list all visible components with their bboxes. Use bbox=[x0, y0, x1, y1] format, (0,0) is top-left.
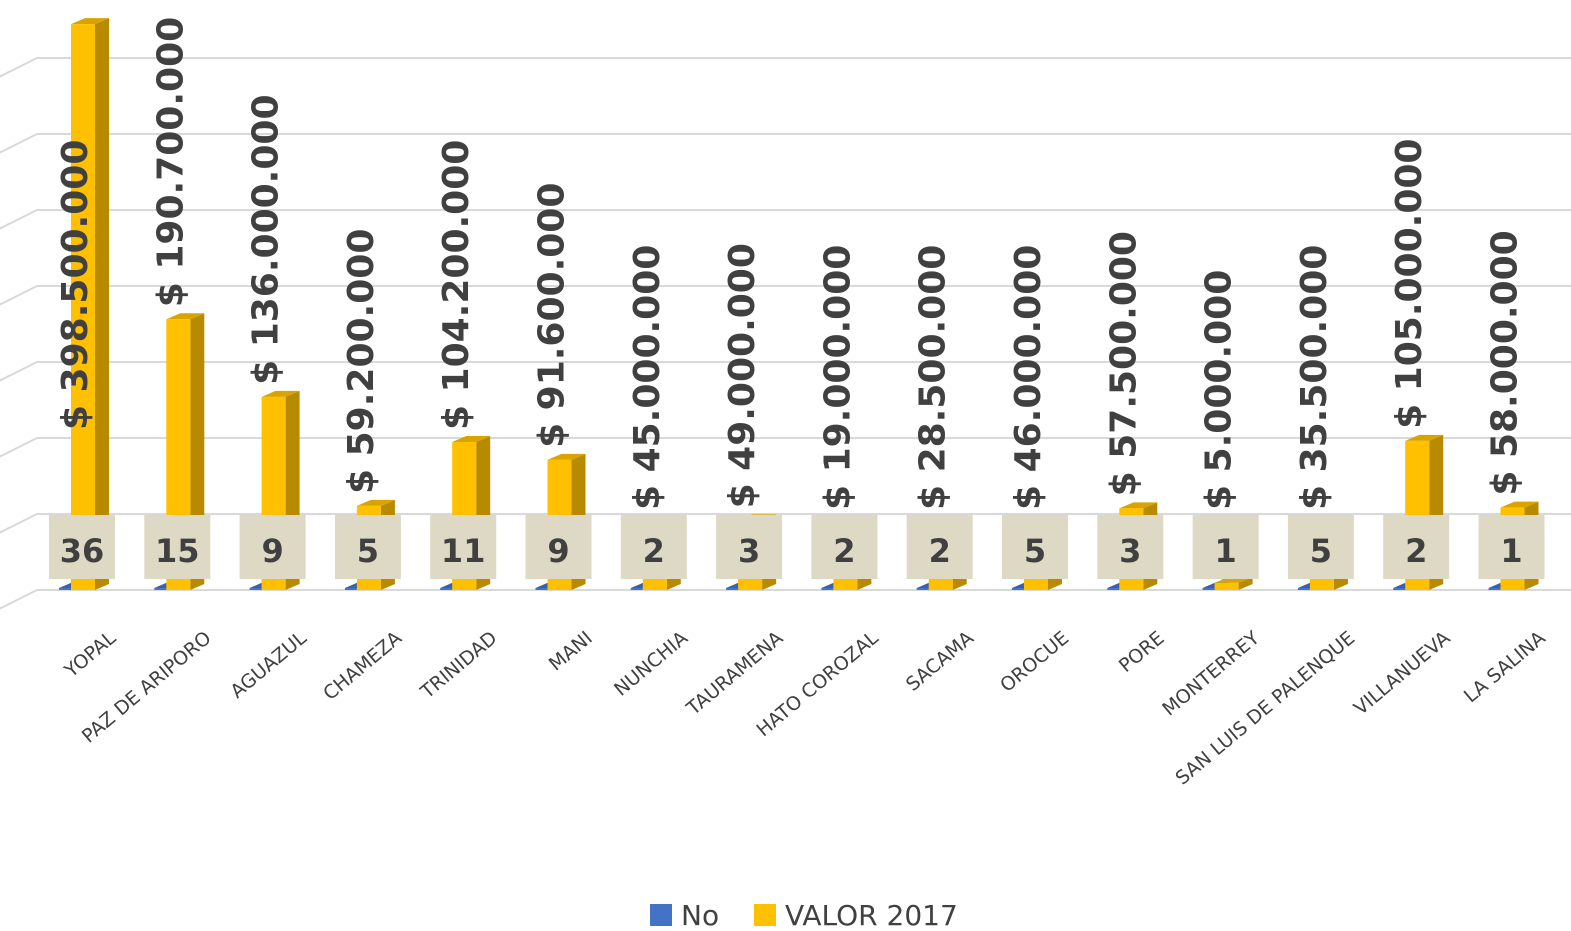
value-label: $ 398.500.000 bbox=[55, 140, 96, 430]
category-label: SAN LUIS DE PALENQUE bbox=[1171, 627, 1359, 789]
value-label: $ 58.000.000 bbox=[1485, 230, 1526, 495]
count-label: 15 bbox=[155, 532, 200, 570]
count-label: 5 bbox=[1310, 532, 1332, 570]
count-label-box bbox=[525, 515, 592, 579]
count-label: 1 bbox=[1500, 532, 1522, 570]
category-label: LA SALINA bbox=[1460, 627, 1550, 707]
count-label: 2 bbox=[929, 532, 951, 570]
gridline bbox=[0, 57, 38, 78]
gridline bbox=[0, 437, 38, 458]
bar-valor-2017 bbox=[71, 18, 109, 590]
count-labels: 36 15 9 5 11 9 2 3 2 2 5 3 1 5 2 1 bbox=[49, 515, 1545, 579]
value-label: $ 49.000.000 bbox=[722, 243, 763, 508]
gridline bbox=[0, 361, 38, 382]
count-label: 9 bbox=[547, 532, 569, 570]
count-label-box bbox=[49, 515, 115, 579]
value-label: $ 91.600.000 bbox=[532, 183, 573, 448]
count-label-box bbox=[811, 515, 878, 579]
count-label-box bbox=[1002, 515, 1068, 579]
category-label: YOPAL bbox=[60, 627, 121, 683]
value-label: $ 57.500.000 bbox=[1103, 231, 1144, 496]
category-label: TAURAMENA bbox=[682, 627, 787, 720]
category-label: TRINIDAD bbox=[416, 627, 502, 704]
value-label: $ 104.200.000 bbox=[436, 140, 477, 430]
category-label: AGUAZUL bbox=[226, 627, 311, 703]
count-label: 11 bbox=[441, 532, 486, 570]
count-label: 3 bbox=[1119, 532, 1141, 570]
category-label: CHAMEZA bbox=[319, 627, 406, 705]
count-label: 2 bbox=[643, 532, 665, 570]
count-label-box bbox=[1287, 515, 1354, 579]
count-label-box bbox=[1478, 515, 1545, 579]
category-label: PORE bbox=[1115, 627, 1169, 677]
legend: No VALOR 2017 bbox=[650, 899, 958, 931]
gridline bbox=[0, 513, 38, 534]
value-label: $ 59.200.000 bbox=[341, 229, 382, 494]
gridline bbox=[0, 589, 38, 610]
value-label: $ 136.000.000 bbox=[246, 95, 287, 385]
value-label: $ 5.000.000 bbox=[1199, 270, 1240, 510]
value-label: $ 105.000.000 bbox=[1389, 139, 1430, 429]
gridline bbox=[0, 209, 38, 230]
legend-swatch-no bbox=[650, 904, 672, 926]
count-label: 5 bbox=[357, 532, 379, 570]
category-label: SACAMA bbox=[902, 627, 978, 696]
count-label-box bbox=[906, 515, 973, 579]
value-label: $ 35.500.000 bbox=[1294, 245, 1335, 510]
legend-swatch-valor-2017 bbox=[754, 904, 776, 926]
value-label: $ 46.000.000 bbox=[1008, 245, 1049, 510]
legend-label-valor-2017: VALOR 2017 bbox=[785, 899, 958, 931]
count-label: 9 bbox=[261, 532, 283, 570]
count-label: 2 bbox=[833, 532, 855, 570]
value-label: $ 28.500.000 bbox=[913, 245, 954, 510]
value-labels: $ 398.500.000 $ 190.700.000 $ 136.000.000 $… bbox=[55, 17, 1526, 581]
count-label-box bbox=[430, 515, 497, 579]
count-label-box bbox=[1097, 515, 1164, 579]
gridline bbox=[0, 133, 38, 154]
count-label: 3 bbox=[738, 532, 760, 570]
count-label: 5 bbox=[1024, 532, 1046, 570]
count-label-box bbox=[239, 515, 306, 579]
count-label-box bbox=[716, 515, 783, 579]
count-label: 2 bbox=[1405, 532, 1427, 570]
value-label: $ 45.000.000 bbox=[627, 245, 668, 510]
category-label: NUNCHIA bbox=[610, 627, 692, 701]
count-label-box bbox=[620, 515, 687, 579]
category-label: VILLANUEVA bbox=[1350, 627, 1455, 720]
category-label: MONTERREY bbox=[1158, 627, 1264, 721]
value-label: $ 190.700.000 bbox=[150, 17, 191, 307]
count-label-box bbox=[1192, 515, 1259, 579]
count-label: 36 bbox=[60, 532, 105, 570]
category-label: MANI bbox=[545, 627, 597, 675]
value-label: $ 19.000.000 bbox=[817, 245, 858, 510]
legend-label-no: No bbox=[681, 899, 719, 931]
count-label-box bbox=[334, 515, 401, 579]
count-label-box bbox=[1383, 515, 1450, 579]
gridline bbox=[0, 285, 38, 306]
category-label: OROCUE bbox=[996, 627, 1073, 697]
count-label: 1 bbox=[1214, 532, 1236, 570]
count-label-box bbox=[144, 515, 211, 579]
